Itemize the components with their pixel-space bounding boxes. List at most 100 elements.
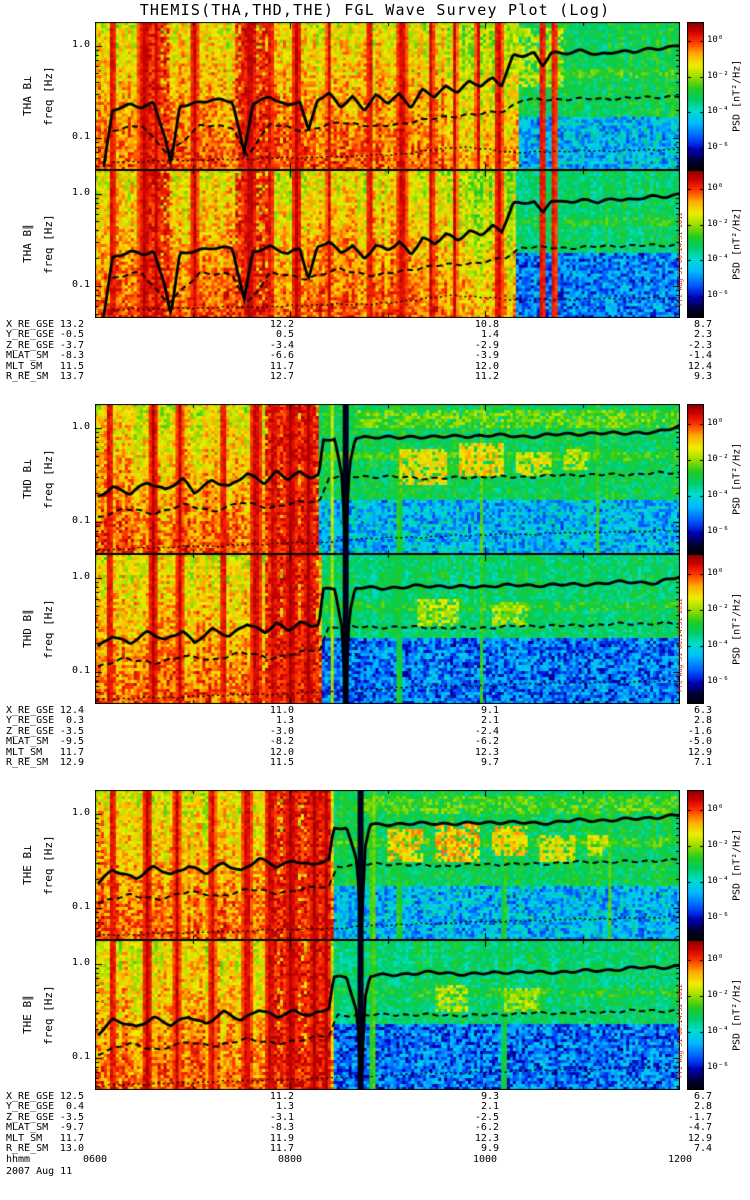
ephemeris-value: 7.4 <box>693 1143 712 1154</box>
ephemeris-value: -8.3 <box>59 350 84 362</box>
ephemeris-value: -9.5 <box>59 736 84 748</box>
ephemeris-value: -6.2 <box>474 1122 499 1134</box>
ephemeris-value: -6.6 <box>269 350 294 362</box>
ephemeris-row-label: Z_RE_GSE <box>6 339 55 351</box>
ephemeris-value: 12.0 <box>474 360 499 372</box>
ephemeris-row-label: Y_RE_GSE <box>6 1101 55 1113</box>
colorbar-tick-label: 10⁻² <box>707 839 729 850</box>
ephemeris-row-label: MLAT_SM <box>6 1122 49 1134</box>
ephemeris-value: 0.5 <box>275 329 294 341</box>
freq-axis-label: freq [Hz] <box>42 214 56 274</box>
colorbar-the-bperp <box>687 790 704 940</box>
ephemeris-value: 12.0 <box>269 746 294 758</box>
time-tick-label: 1000 <box>473 1154 498 1165</box>
freq-tick-label: 0.1 <box>71 1050 90 1062</box>
ephemeris-value: 0.4 <box>65 1101 84 1113</box>
ephemeris-value: -1.6 <box>687 725 712 737</box>
y-axis-label-tha-bpar: THA B∥ <box>21 224 35 264</box>
colorbar-axis-label: PSD [nT²/Hz] <box>731 592 743 666</box>
ephemeris-row-label: Y_RE_GSE <box>6 329 55 341</box>
ephemeris-row-label: X_RE_GSE <box>6 1091 55 1102</box>
colorbar-tick-label: 10⁰ <box>707 183 724 194</box>
ephemeris-value: 2.1 <box>480 715 499 727</box>
colorbar-tick-label: 10⁻⁴ <box>707 1025 729 1036</box>
y-axis-label-thd-bpar: THD B∥ <box>21 609 35 649</box>
ephemeris-value: 7.1 <box>693 757 712 768</box>
ephemeris-value: 11.5 <box>269 757 294 768</box>
freq-tick-label: 0.1 <box>71 278 90 290</box>
spectrogram-tha-bperp <box>95 22 680 170</box>
colorbar-tick-label: 10⁰ <box>707 567 724 578</box>
freq-tick-label: 0.1 <box>71 664 90 676</box>
ephemeris-row-label: MLAT_SM <box>6 736 49 748</box>
ephemeris-value: -5.0 <box>687 736 712 748</box>
colorbar-tick-label: 10⁰ <box>707 953 724 964</box>
ephemeris-value: 11.7 <box>59 1132 84 1144</box>
time-tick-label: 0800 <box>278 1154 303 1165</box>
ephemeris-value: -9.7 <box>59 1122 84 1134</box>
colorbar-tick-label: 10⁻⁶ <box>707 911 729 922</box>
ephemeris-row-label: Z_RE_GSE <box>6 725 55 737</box>
colorbar-tick-label: 10⁻² <box>707 70 729 81</box>
freq-axis-label: freq [Hz] <box>42 985 56 1045</box>
ephemeris-value: 2.1 <box>480 1101 499 1113</box>
ephemeris-row-label: Y_RE_GSE <box>6 715 55 727</box>
creation-timestamp: Fri Aug 31 00:24:51 2012 <box>676 212 685 306</box>
colorbar-tick-label: 10⁻⁴ <box>707 106 729 117</box>
ephemeris-row-label: MLT_SM <box>6 746 43 758</box>
ephemeris-value: -3.9 <box>474 350 499 362</box>
freq-axis-label: freq [Hz] <box>42 66 56 126</box>
ephemeris-value: 9.1 <box>480 705 499 716</box>
ephemeris-value: 12.7 <box>269 371 294 382</box>
colorbar-the-bpar <box>687 940 704 1090</box>
colorbar-tha-bperp <box>687 22 704 170</box>
ephemeris-value: -6.2 <box>474 736 499 748</box>
colorbar-axis-label: PSD [nT²/Hz] <box>731 978 743 1052</box>
y-axis-label-the-bperp: THE B⊥ <box>21 845 35 885</box>
ephemeris-value: 9.9 <box>480 1143 499 1154</box>
ephemeris-value: -3.5 <box>59 1111 84 1123</box>
ephemeris-value: -3.7 <box>59 339 84 351</box>
ephemeris-value: 2.8 <box>693 1101 712 1113</box>
ephemeris-value: 2.3 <box>693 329 712 341</box>
ephemeris-value: 11.7 <box>59 746 84 758</box>
ephemeris-value: -3.1 <box>269 1111 294 1123</box>
colorbar-tick-label: 10⁻² <box>707 989 729 1000</box>
colorbar-tick-label: 10⁰ <box>707 803 724 814</box>
time-axis-label: hhmm <box>6 1154 31 1165</box>
ephemeris-value: 12.9 <box>687 1132 712 1144</box>
time-tick-label: 1200 <box>668 1154 693 1165</box>
ephemeris-value: 12.3 <box>474 746 499 758</box>
colorbar-tick-label: 10⁻⁴ <box>707 254 729 265</box>
ephemeris-value: 6.7 <box>693 1091 712 1102</box>
ephemeris-value: 12.9 <box>59 757 84 768</box>
ephemeris-value: -4.7 <box>687 1122 712 1134</box>
ephemeris-row-label: R_RE_SM <box>6 757 49 768</box>
freq-tick-label: 1.0 <box>71 956 90 968</box>
freq-tick-label: 1.0 <box>71 806 90 818</box>
ephemeris-value: 9.3 <box>480 1091 499 1102</box>
ephemeris-value: 2.8 <box>693 715 712 727</box>
ephemeris-value: -3.5 <box>59 725 84 737</box>
ephemeris-value: 12.3 <box>474 1132 499 1144</box>
colorbar-tick-label: 10⁻⁶ <box>707 675 729 686</box>
y-axis-label-the-bpar: THE B∥ <box>21 995 35 1035</box>
time-tick-label: 0600 <box>83 1154 108 1165</box>
ephemeris-value: -8.2 <box>269 736 294 748</box>
ephemeris-value: 9.3 <box>693 371 712 382</box>
freq-axis-label: freq [Hz] <box>42 835 56 895</box>
ephemeris-row-label: Z_RE_GSE <box>6 1111 55 1123</box>
ephemeris-row-label: R_RE_SM <box>6 371 49 382</box>
spectrogram-thd-bperp <box>95 404 680 554</box>
colorbar-axis-label: PSD [nT²/Hz] <box>731 59 743 133</box>
freq-tick-label: 0.1 <box>71 130 90 142</box>
ephemeris-value: 11.7 <box>269 1143 294 1154</box>
ephemeris-value: -2.3 <box>687 339 712 351</box>
ephemeris-value: 11.2 <box>474 371 499 382</box>
plot-title: THEMIS(THA,THD,THE) FGL Wave Survey Plot… <box>139 1 611 19</box>
y-axis-label-tha-bperp: THA B⊥ <box>21 76 35 116</box>
colorbar-tick-label: 10⁰ <box>707 417 724 428</box>
ephemeris-value: 1.4 <box>480 329 499 341</box>
ephemeris-value: 12.5 <box>59 1091 84 1102</box>
date-label: 2007 Aug 11 <box>6 1166 73 1177</box>
